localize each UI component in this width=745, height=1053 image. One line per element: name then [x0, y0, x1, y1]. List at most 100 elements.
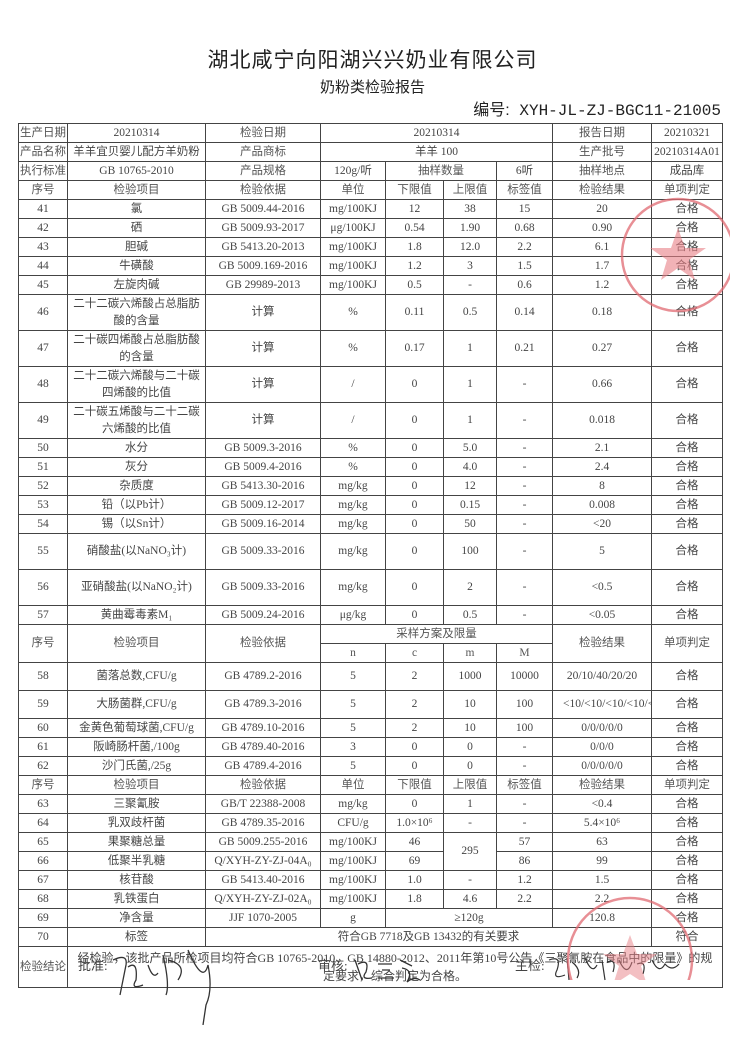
cell-item: 大肠菌群,CFU/g — [67, 690, 206, 719]
header-seq: 序号 — [18, 775, 68, 795]
cell-upper-limit: 12 — [443, 476, 497, 496]
table-row: 63 三聚氰胺 GB/T 22388-2008 mg/kg 0 1- <0.4 合格 — [18, 794, 723, 814]
cell-seq: 48 — [18, 366, 68, 403]
cell-verdict: 合格 — [651, 662, 723, 691]
cell-label-value: - — [496, 794, 553, 814]
table-row: 66 低聚半乳糖 Q/XYH-ZY-ZJ-04A₀ mg/100KJ 69 86 99 合格 — [18, 851, 723, 871]
cell-c: 2 — [385, 690, 444, 719]
cell-method: 计算 — [205, 330, 321, 367]
cell-label-value: - — [496, 476, 553, 496]
header-label-value: 标签值 — [496, 180, 553, 200]
inspection-table: 生产日期 20210314 检验日期 20210314 报告日期 2021032… — [18, 123, 723, 988]
cell-lower-limit: 1.0 — [385, 870, 444, 890]
report-date-label: 报告日期 — [552, 123, 652, 143]
table-row: 50 水分 GB 5009.3-2016% 0 5.0-2.1 合格 — [18, 438, 723, 458]
cell-item: 低聚半乳糖 — [67, 851, 206, 871]
cell-verdict: 合格 — [651, 813, 723, 833]
subheader-c: c — [385, 643, 444, 663]
table-row: 51 灰分 GB 5009.4-2016% 0 4.0-2.4 合格 — [18, 457, 723, 477]
cell-verdict: 合格 — [651, 495, 723, 515]
cell-seq: 43 — [18, 237, 68, 257]
cell-method: GB 5413.20-2013 — [205, 237, 321, 257]
header-item: 检验项目 — [67, 180, 206, 200]
header-verdict: 单项判定 — [651, 775, 723, 795]
table-row: 68 乳铁蛋白 Q/XYH-ZY-ZJ-02A₀ mg/100KJ 1.8 4.6 2.2 2… — [18, 889, 723, 909]
cell-verdict: 符合 — [651, 927, 723, 947]
header-seq: 序号 — [18, 624, 68, 663]
cell-item: 沙门氏菌,/25g — [67, 756, 206, 776]
cell-upper-limit: 4.6 — [443, 889, 497, 909]
cell-item: 金黄色葡萄球菌,CFU/g — [67, 718, 206, 738]
cell-item: 黄曲霉毒素M₁ — [67, 605, 206, 625]
cell-result: 0.90 — [552, 218, 652, 238]
cell-verdict: 合格 — [651, 889, 723, 909]
header-verdict: 单项判定 — [651, 180, 723, 200]
cell-c: 2 — [385, 662, 444, 691]
cell-item: 杂质度 — [67, 476, 206, 496]
sample-place: 成品库 — [651, 161, 723, 181]
header-result: 检验结果 — [552, 624, 652, 663]
cell-n: 5 — [320, 690, 386, 719]
table-row: 54 锡（以Sn计） GB 5009.16-2014 mg/kg 0 50- <20 合格 — [18, 514, 723, 534]
cell-verdict: 合格 — [651, 330, 723, 367]
cell-result: 5.4×10⁶ — [552, 813, 652, 833]
cell-method: GB 5009.93-2017 — [205, 218, 321, 238]
cell-verdict: 合格 — [651, 457, 723, 477]
cell-verdict: 合格 — [651, 908, 723, 928]
cell-method: 计算 — [205, 366, 321, 403]
cell-result: 120.8 — [552, 908, 652, 928]
cell-result: <0.5 — [552, 569, 652, 606]
doc-no-value: XYH-JL-ZJ-BGC11-21005 — [519, 102, 721, 120]
cell-item: 左旋肉碱 — [67, 275, 206, 295]
cell-lower-limit: 0 — [385, 569, 444, 606]
document-number: 编号: XYH-JL-ZJ-BGC11-21005 — [473, 96, 721, 120]
subheader-M: M — [496, 643, 553, 663]
conclusion-label: 检验结论 — [18, 946, 68, 988]
cell-upper-limit: 2 — [443, 569, 497, 606]
header-unit: 单位 — [320, 180, 386, 200]
cell-label-value: - — [496, 533, 553, 570]
cell-item: 亚硝酸盐(以NaNO₂计) — [67, 569, 206, 606]
report-title: 奶粉类检验报告 — [319, 80, 425, 96]
cell-seq: 52 — [18, 476, 68, 496]
cell-method: GB 4789.40-2016 — [205, 737, 321, 757]
cell-label-value: - — [496, 438, 553, 458]
cell-M: 10000 — [496, 662, 553, 691]
table-row: 69 净含量 JJF 1070-2005 g ≥120g 120.8 合格 — [18, 908, 723, 928]
cell-lower-limit: 0.5 — [385, 275, 444, 295]
cell-verdict: 合格 — [651, 366, 723, 403]
cell-lower-limit: 1.2 — [385, 256, 444, 276]
cell-upper-limit: 0.5 — [443, 605, 497, 625]
cell-unit: μg/100KJ — [320, 218, 386, 238]
cell-result: 8 — [552, 476, 652, 496]
cell-unit: % — [320, 457, 386, 477]
cell-requirement: 符合GB 7718及GB 13432的有关要求 — [205, 927, 652, 947]
cell-n: 5 — [320, 756, 386, 776]
cell-upper-limit: - — [443, 275, 497, 295]
cell-item: 水分 — [67, 438, 206, 458]
cell-seq: 63 — [18, 794, 68, 814]
cell-result: <10/<10/<10/<10/<10 — [552, 690, 652, 719]
inspection-date: 20210314 — [320, 123, 553, 143]
inspector-label: 主检: — [515, 958, 545, 973]
table-row: 48 二十二碳六烯酸与二十碳四烯酸的比值 计算/0 1-0.66 合格 — [18, 366, 723, 403]
cell-result: 0.18 — [552, 294, 652, 331]
cell-verdict: 合格 — [651, 737, 723, 757]
cell-method: GB 4789.3-2016 — [205, 690, 321, 719]
header-unit: 单位 — [320, 775, 386, 795]
cell-item: 二十二碳六烯酸占总脂肪酸的含量 — [67, 294, 206, 331]
cell-unit: CFU/g — [320, 813, 386, 833]
table-row: 52 杂质度 GB 5413.30-2016 mg/kg 0 12-8 合格 — [18, 476, 723, 496]
cell-lower-limit: 1.8 — [385, 237, 444, 257]
cell-item: 净含量 — [67, 908, 206, 928]
cell-seq: 59 — [18, 690, 68, 719]
cell-c: 0 — [385, 756, 444, 776]
cell-item: 硝酸盐(以NaNO₃计) — [67, 533, 206, 570]
cell-upper-limit: 295 — [443, 832, 497, 871]
cell-method: Q/XYH-ZY-ZJ-02A₀ — [205, 889, 321, 909]
cell-method: GB 29989-2013 — [205, 275, 321, 295]
cell-seq: 57 — [18, 605, 68, 625]
cell-seq: 46 — [18, 294, 68, 331]
header-item: 检验项目 — [67, 624, 206, 663]
cell-seq: 68 — [18, 889, 68, 909]
